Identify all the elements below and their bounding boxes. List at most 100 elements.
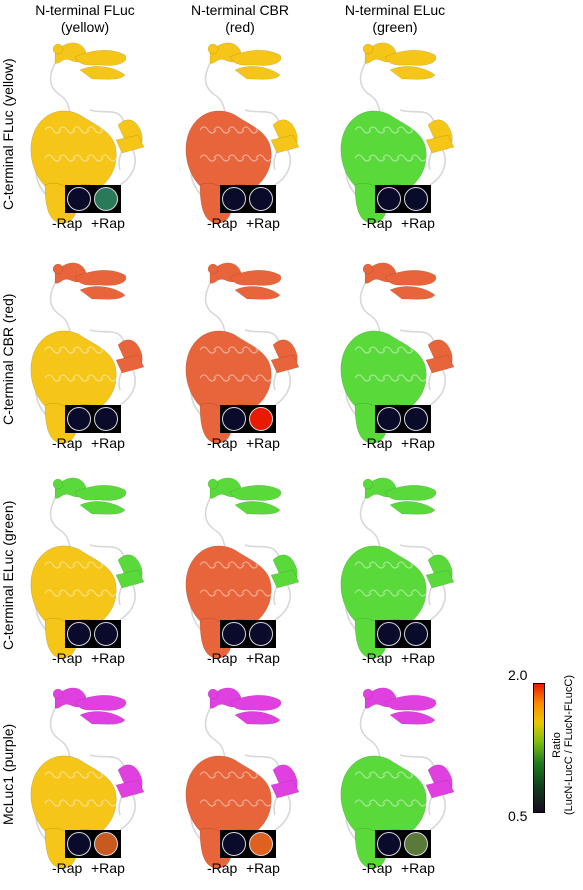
well-minus-rap [222, 187, 246, 211]
helix-highlight [396, 771, 414, 779]
c-terminal-ribbon [207, 263, 219, 275]
well-plus-rap [249, 407, 273, 431]
luminescence-plate [65, 830, 121, 858]
helix-highlight [368, 126, 386, 134]
c-terminal-ribbon [115, 354, 145, 374]
helix-highlight [199, 154, 217, 162]
helix-highlight [255, 374, 273, 382]
c-terminal-ribbon [389, 66, 436, 80]
n-terminal-ribbon [30, 330, 117, 417]
helix-highlight [58, 346, 76, 354]
plus-rap-label: +Rap [401, 650, 435, 666]
helix-highlight [86, 154, 104, 162]
helix-highlight [410, 771, 428, 779]
structure-cell-r1-c3: -Rap +Rap [325, 35, 465, 245]
c-terminal-ribbon [234, 286, 281, 300]
well-plus-rap [404, 187, 428, 211]
minus-rap-label: -Rap [362, 860, 393, 876]
c-terminal-ribbon [74, 485, 127, 501]
luminescence-plate [220, 830, 276, 858]
helix-highlight [72, 374, 90, 382]
c-terminal-ribbon [389, 286, 436, 300]
helix-highlight [396, 154, 414, 162]
helix-highlight [410, 126, 428, 134]
plus-rap-label: +Rap [246, 650, 280, 666]
well-plus-rap [94, 832, 118, 856]
c-terminal-ribbon [74, 695, 127, 711]
n-terminal-ribbon [30, 110, 117, 197]
structure-cell-r3-c1: -Rap +Rap [15, 470, 155, 680]
helix-highlight [227, 154, 245, 162]
c-terminal-ribbon [425, 134, 455, 154]
column-subtitle: (red) [225, 19, 255, 35]
helix-highlight [382, 154, 400, 162]
helix-highlight [382, 561, 400, 569]
colorbar-max: 2.0 [508, 667, 528, 683]
luminescence-plate [220, 620, 276, 648]
helix-highlight [255, 799, 273, 807]
helix-highlight [241, 346, 259, 354]
helix-highlight [72, 154, 90, 162]
helix-highlight [368, 771, 386, 779]
helix-highlight [368, 561, 386, 569]
c-terminal-ribbon [425, 569, 455, 589]
c-terminal-ribbon [362, 478, 374, 490]
helix-highlight [58, 561, 76, 569]
helix-highlight [368, 346, 386, 354]
helix-highlight [382, 771, 400, 779]
n-terminal-ribbon [340, 545, 427, 632]
n-terminal-ribbon [340, 330, 427, 417]
luminescence-plate [375, 830, 431, 858]
helix-highlight [100, 799, 118, 807]
helix-highlight [227, 799, 245, 807]
minus-rap-label: -Rap [52, 650, 83, 666]
helix-highlight [199, 346, 217, 354]
helix-highlight [396, 589, 414, 597]
helix-highlight [213, 154, 231, 162]
colorbar-label-line2: (LucN-LucC / FLucN-FLucC) [563, 675, 575, 815]
c-terminal-ribbon [362, 43, 374, 55]
c-terminal-ribbon [384, 270, 437, 286]
helix-highlight [86, 561, 104, 569]
column-title: N-terminal ELuc [344, 2, 446, 18]
n-terminal-ribbon [30, 755, 117, 842]
helix-highlight [213, 799, 231, 807]
helix-highlight [354, 126, 372, 134]
c-terminal-ribbon [207, 43, 219, 55]
plus-rap-label: +Rap [401, 435, 435, 451]
helix-highlight [86, 346, 104, 354]
c-terminal-ribbon [207, 688, 219, 700]
helix-highlight [382, 346, 400, 354]
helix-highlight [227, 346, 245, 354]
helix-highlight [241, 799, 259, 807]
luminescence-plate [65, 185, 121, 213]
structure-cell-r4-c1: -Rap +Rap [15, 680, 155, 890]
helix-highlight [100, 126, 118, 134]
minus-rap-label: -Rap [52, 860, 83, 876]
helix-highlight [72, 799, 90, 807]
helix-highlight [354, 589, 372, 597]
helix-highlight [44, 589, 62, 597]
c-terminal-ribbon [79, 711, 126, 725]
structure-cell-r2-c2: -Rap +Rap [170, 255, 310, 465]
helix-highlight [44, 346, 62, 354]
colorbar-gradient [533, 683, 545, 813]
plus-rap-label: +Rap [246, 215, 280, 231]
c-terminal-ribbon [362, 263, 374, 275]
helix-highlight [227, 374, 245, 382]
column-title: N-terminal CBR [190, 2, 289, 18]
c-terminal-ribbon [270, 569, 300, 589]
helix-highlight [213, 589, 231, 597]
c-terminal-ribbon [74, 50, 127, 66]
well-plus-rap [404, 407, 428, 431]
column-subtitle: (green) [372, 19, 418, 35]
helix-highlight [213, 374, 231, 382]
helix-highlight [86, 771, 104, 779]
helix-highlight [100, 771, 118, 779]
c-terminal-ribbon [270, 134, 300, 154]
structure-cell-r1-c1: -Rap +Rap [15, 35, 155, 245]
helix-highlight [368, 374, 386, 382]
helix-highlight [44, 799, 62, 807]
helix-highlight [86, 374, 104, 382]
structure-cell-r4-c3: -Rap +Rap [325, 680, 465, 890]
